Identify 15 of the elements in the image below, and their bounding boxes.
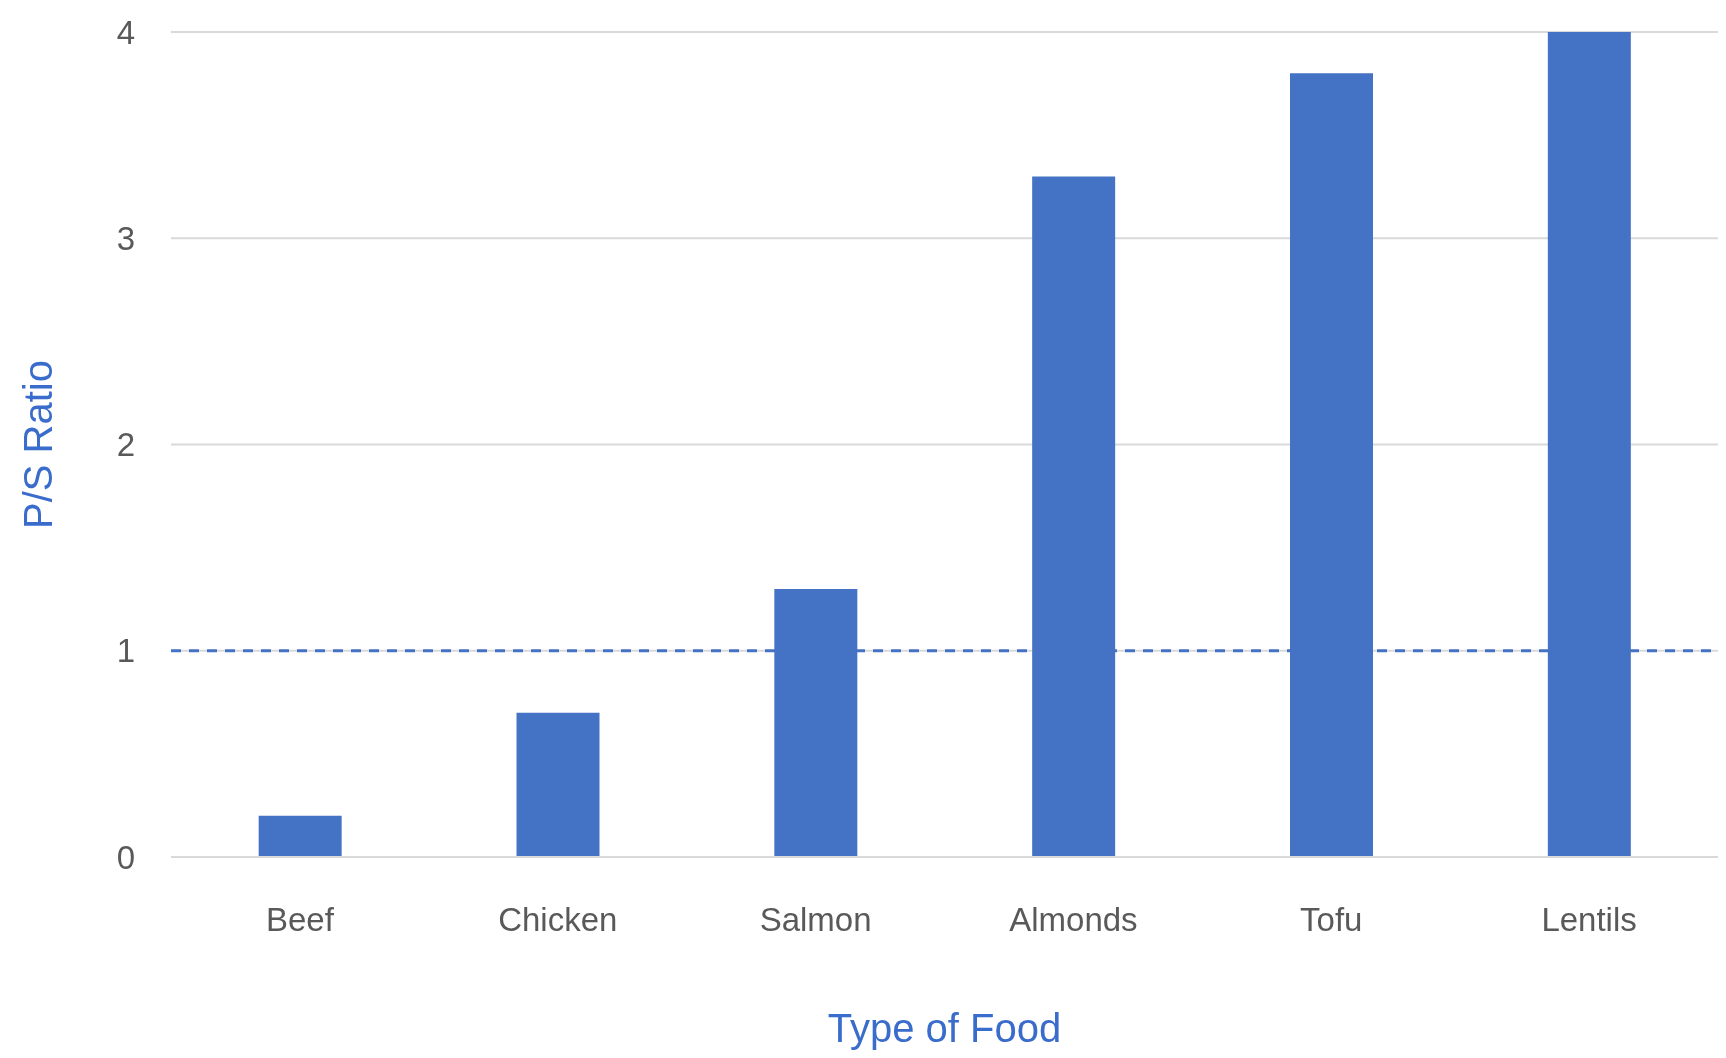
x-axis-title: Type of Food: [827, 1006, 1062, 1050]
x-tick-label: Chicken: [498, 901, 618, 939]
y-tick-label: 3: [116, 219, 135, 257]
y-tick-label: 0: [116, 838, 135, 876]
x-tick-label: Tofu: [1300, 901, 1363, 939]
x-tick-label: Salmon: [759, 901, 872, 939]
x-tick-label: Lentils: [1541, 901, 1637, 939]
y-axis-title: P/S Ratio: [16, 360, 61, 529]
x-tick-label: Beef: [265, 901, 335, 939]
bar: [258, 815, 342, 857]
bar: [516, 712, 600, 857]
y-tick-label: 2: [116, 426, 135, 464]
y-tick-label: 1: [116, 632, 135, 670]
x-tick-label: Almonds: [1009, 901, 1138, 939]
y-tick-label: 4: [116, 13, 135, 51]
